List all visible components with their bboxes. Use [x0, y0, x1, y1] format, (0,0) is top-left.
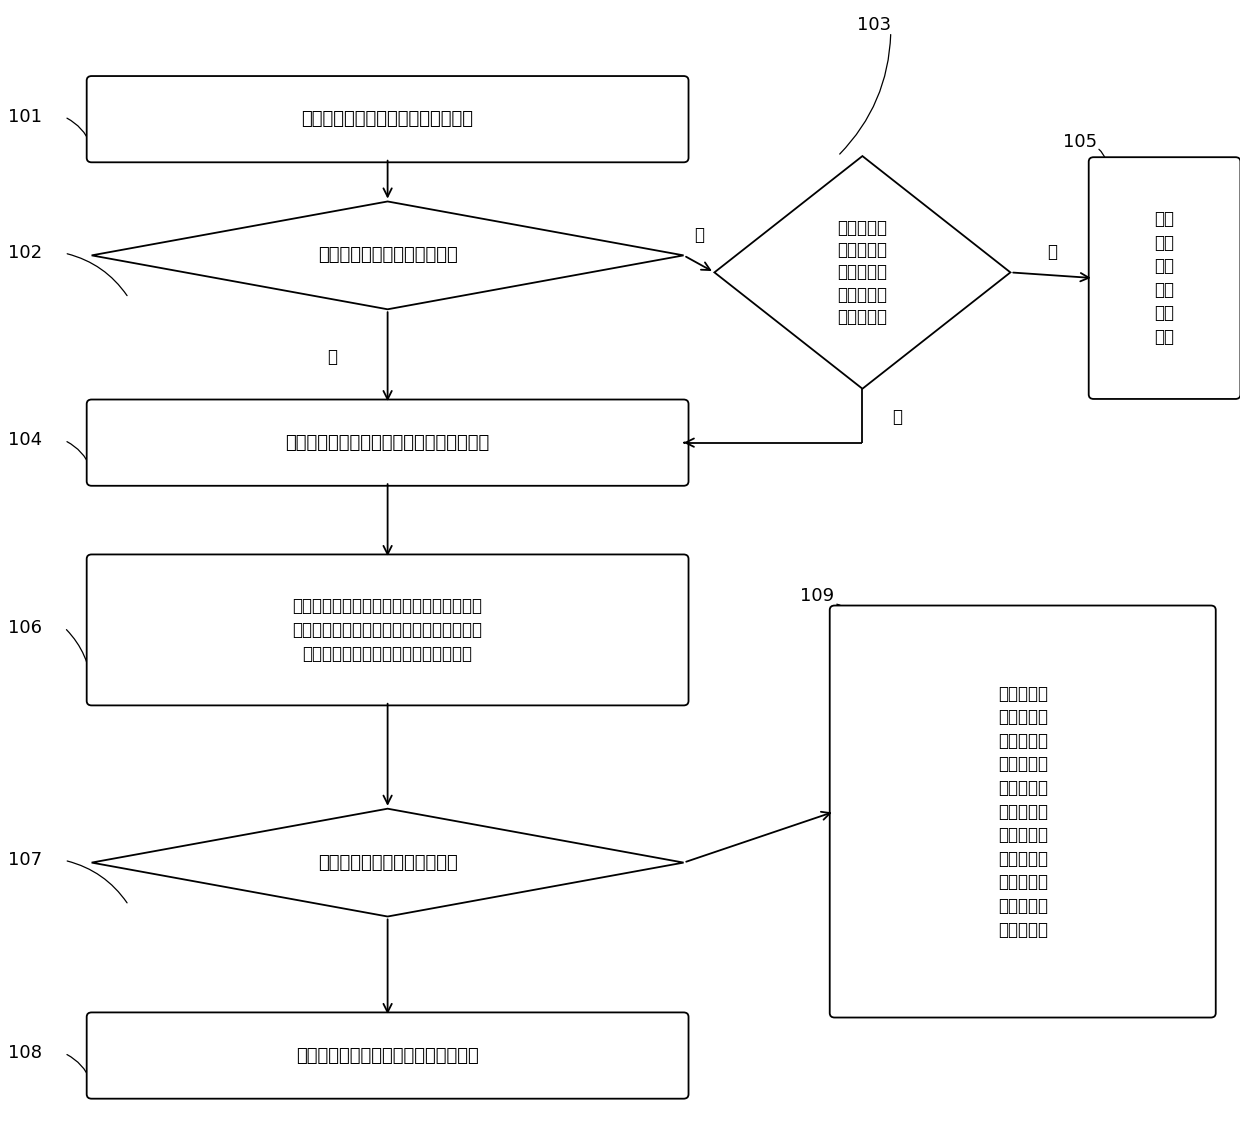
Text: 108: 108 [9, 1044, 42, 1062]
Text: 采集动力电池中每个电池组的端电压: 采集动力电池中每个电池组的端电压 [301, 110, 474, 128]
Text: 是: 是 [1047, 243, 1056, 261]
Text: 102: 102 [9, 244, 42, 262]
FancyBboxPatch shape [87, 1012, 688, 1099]
Text: 将未高于所
述设定阈值
的所述检测
系数所对应
的电池组确
定为发生短
路故障的电
池组，并保
存发生短路
故障的电池
组的端电压: 将未高于所 述设定阈值 的所述检测 系数所对应 的电池组确 定为发生短 路故障的… [998, 684, 1048, 939]
Polygon shape [92, 808, 683, 917]
Text: 101: 101 [9, 108, 42, 126]
Text: 否: 否 [327, 347, 337, 365]
Text: 是: 是 [694, 226, 704, 244]
Text: 确定所述动力电池内部未发生短路故障: 确定所述动力电池内部未发生短路故障 [296, 1046, 479, 1065]
Text: 计算每相邻两个端电压的相关系数，并将所
述相关系数确定为所述相邻两个端电压中的
前一个端电压对应的电池组的检测系数: 计算每相邻两个端电压的相关系数，并将所 述相关系数确定为所述相邻两个端电压中的 … [293, 597, 482, 663]
Text: 103: 103 [857, 16, 890, 34]
Text: 确定
所述
动力
电池
发生
故障: 确定 所述 动力 电池 发生 故障 [1154, 210, 1174, 346]
Text: 109: 109 [800, 587, 835, 605]
FancyBboxPatch shape [830, 606, 1215, 1017]
Text: 104: 104 [9, 431, 42, 449]
FancyBboxPatch shape [87, 554, 688, 705]
Polygon shape [92, 202, 683, 309]
Text: 每个所述端电压大于电压阈值: 每个所述端电压大于电压阈值 [317, 246, 458, 264]
Text: 否: 否 [892, 409, 901, 426]
Text: 将所有所述端电压串联，构建闭合检测模型: 将所有所述端电压串联，构建闭合检测模型 [285, 434, 490, 452]
Text: 105: 105 [1063, 133, 1096, 151]
Polygon shape [714, 155, 1011, 388]
Text: 所有检测系数均高于设定阈值: 所有检测系数均高于设定阈值 [317, 854, 458, 872]
FancyBboxPatch shape [87, 76, 688, 162]
Text: 107: 107 [9, 851, 42, 869]
FancyBboxPatch shape [1089, 158, 1240, 398]
FancyBboxPatch shape [87, 400, 688, 486]
Text: 106: 106 [9, 619, 42, 637]
Text: 所有大于电
压阈值的所
述端电压的
持续时间大
于预设时间: 所有大于电 压阈值的所 述端电压的 持续时间大 于预设时间 [837, 219, 888, 326]
